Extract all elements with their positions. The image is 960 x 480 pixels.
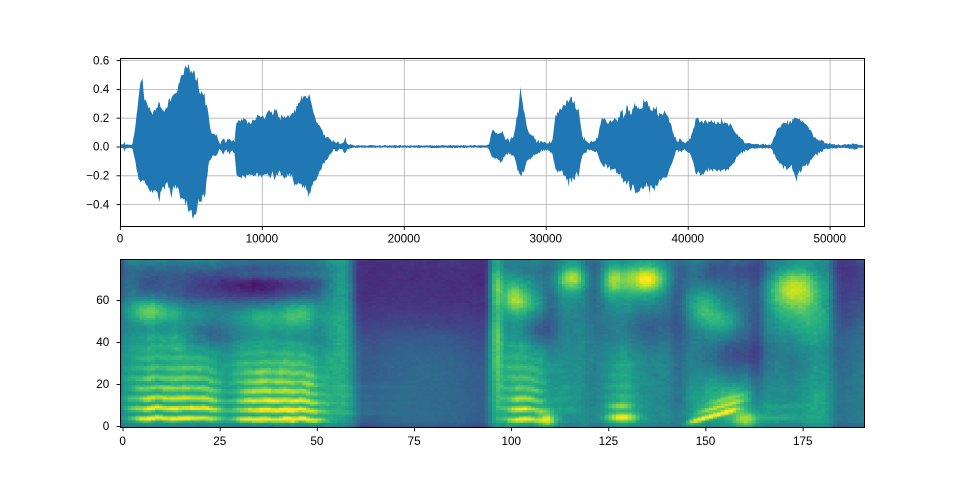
svg-text:0: 0 xyxy=(103,420,110,433)
svg-text:50000: 50000 xyxy=(813,233,846,246)
svg-text:20: 20 xyxy=(96,378,110,391)
svg-text:25: 25 xyxy=(213,435,227,448)
svg-text:150: 150 xyxy=(696,435,716,448)
svg-text:175: 175 xyxy=(793,435,813,448)
svg-text:−0.2: −0.2 xyxy=(86,170,109,183)
svg-text:0.2: 0.2 xyxy=(93,112,109,125)
svg-text:−0.4: −0.4 xyxy=(86,198,110,211)
svg-text:60: 60 xyxy=(96,294,110,307)
svg-text:50: 50 xyxy=(310,435,324,448)
svg-text:0.4: 0.4 xyxy=(93,83,110,96)
svg-text:100: 100 xyxy=(501,435,521,448)
svg-text:10000: 10000 xyxy=(246,233,279,246)
svg-text:40000: 40000 xyxy=(672,233,705,246)
svg-text:30000: 30000 xyxy=(530,233,563,246)
svg-text:0.0: 0.0 xyxy=(93,141,110,154)
svg-text:20000: 20000 xyxy=(388,233,421,246)
svg-text:0.6: 0.6 xyxy=(93,54,109,67)
svg-text:125: 125 xyxy=(599,435,619,448)
svg-text:40: 40 xyxy=(96,336,110,349)
svg-text:0: 0 xyxy=(117,233,124,246)
svg-text:75: 75 xyxy=(408,435,422,448)
svg-text:0: 0 xyxy=(119,435,126,448)
